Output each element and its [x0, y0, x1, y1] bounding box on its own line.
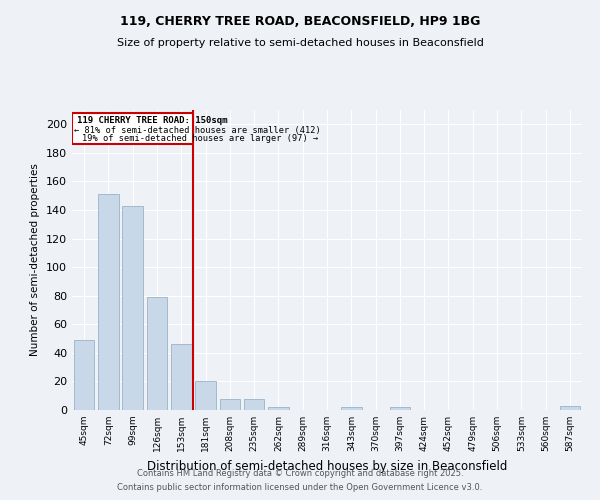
Bar: [98, 194, 119, 410]
Bar: [122, 206, 143, 410]
Text: 19% of semi-detached houses are larger (97) →: 19% of semi-detached houses are larger (…: [82, 134, 318, 143]
Bar: [72, 113, 193, 144]
Bar: [195, 382, 216, 410]
Bar: [171, 344, 191, 410]
Bar: [389, 407, 410, 410]
Text: 119, CHERRY TREE ROAD, BEACONSFIELD, HP9 1BG: 119, CHERRY TREE ROAD, BEACONSFIELD, HP9…: [120, 15, 480, 28]
Y-axis label: Number of semi-detached properties: Number of semi-detached properties: [31, 164, 40, 356]
Text: 119 CHERRY TREE ROAD: 150sqm: 119 CHERRY TREE ROAD: 150sqm: [77, 116, 227, 126]
Text: Contains HM Land Registry data © Crown copyright and database right 2025.: Contains HM Land Registry data © Crown c…: [137, 468, 463, 477]
Text: Size of property relative to semi-detached houses in Beaconsfield: Size of property relative to semi-detach…: [116, 38, 484, 48]
Bar: [268, 407, 289, 410]
Text: Contains public sector information licensed under the Open Government Licence v3: Contains public sector information licen…: [118, 484, 482, 492]
Bar: [74, 340, 94, 410]
X-axis label: Distribution of semi-detached houses by size in Beaconsfield: Distribution of semi-detached houses by …: [147, 460, 507, 472]
Bar: [560, 406, 580, 410]
Text: ← 81% of semi-detached houses are smaller (412): ← 81% of semi-detached houses are smalle…: [74, 126, 321, 134]
Bar: [244, 398, 265, 410]
Bar: [146, 297, 167, 410]
Bar: [220, 398, 240, 410]
Bar: [341, 407, 362, 410]
